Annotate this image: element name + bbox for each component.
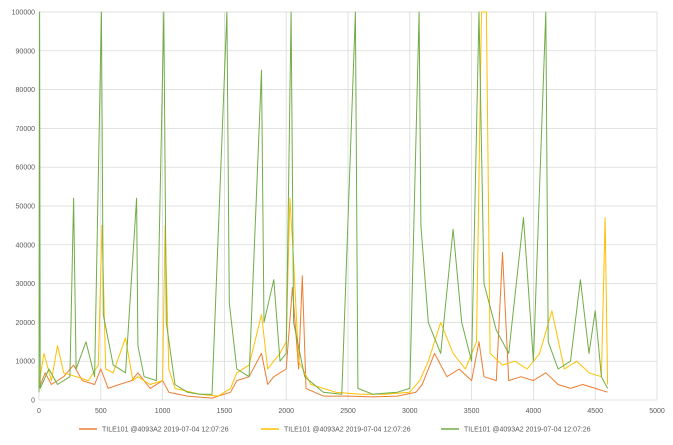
series-line-1 [38, 252, 608, 399]
series-line-3 [38, 11, 609, 395]
x-tick-label: 2500 [340, 408, 356, 415]
y-tick-label: 50000 [16, 204, 36, 211]
series-lines [38, 11, 609, 399]
y-tick-label: 0 [31, 398, 35, 405]
axes: 0100002000030000400005000060000700008000… [12, 10, 665, 416]
x-tick-label: 3000 [402, 408, 418, 415]
y-tick-label: 40000 [16, 242, 36, 249]
x-tick-label: 1000 [155, 408, 171, 415]
y-tick-label: 60000 [16, 165, 36, 172]
y-tick-label: 80000 [16, 87, 36, 94]
x-tick-label: 500 [95, 408, 107, 415]
y-tick-label: 90000 [16, 48, 36, 55]
x-tick-label: 0 [37, 408, 41, 415]
x-tick-label: 4000 [526, 408, 542, 415]
y-tick-label: 20000 [16, 320, 36, 327]
legend-label-1: TILE101 @4093A2 2019-07-04 12:07:26 [102, 427, 229, 434]
x-tick-label: 3500 [464, 408, 480, 415]
y-tick-label: 70000 [16, 126, 36, 133]
legend: TILE101 @4093A2 2019-07-04 12:07:26 TILE1… [79, 427, 591, 434]
x-tick-label: 2000 [278, 408, 294, 415]
legend-label-3: TILE101 @4093A2 2019-07-04 12:07:26 [464, 427, 591, 434]
x-tick-label: 4500 [587, 408, 603, 415]
legend-label-2: TILE101 @4093A2 2019-07-04 12:07:26 [284, 427, 411, 434]
y-tick-label: 100000 [12, 10, 35, 17]
gridlines [38, 11, 658, 401]
x-tick-label: 5000 [649, 408, 665, 415]
y-tick-label: 30000 [16, 281, 36, 288]
y-tick-label: 10000 [16, 359, 36, 366]
x-tick-label: 1500 [217, 408, 233, 415]
